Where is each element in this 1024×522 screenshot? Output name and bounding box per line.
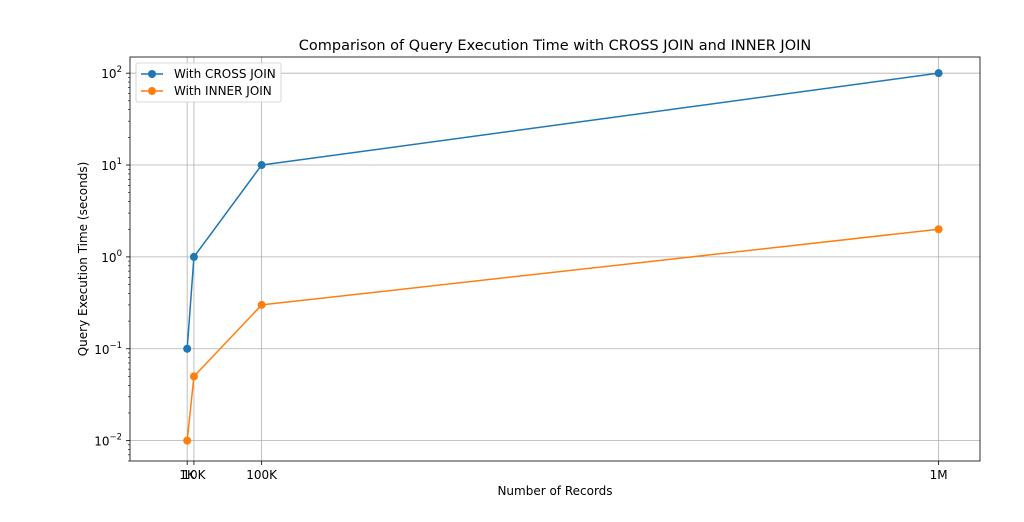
legend: With CROSS JOIN With INNER JOIN (135, 62, 282, 103)
data-point (257, 161, 266, 170)
y-tick-label: 101 (101, 157, 122, 173)
data-point (257, 300, 266, 309)
data-point (934, 225, 943, 234)
x-tick-label: 100K (246, 468, 278, 482)
legend-box (135, 62, 282, 103)
series-line (186, 228, 939, 441)
data-point (189, 372, 198, 381)
y-tick-label: 100 (101, 249, 122, 265)
plot-frame (129, 56, 981, 462)
data-point (183, 344, 192, 353)
x-axis-label: Number of Records (497, 484, 612, 498)
legend-swatch-marker (148, 87, 156, 95)
data-point (183, 436, 192, 445)
y-tick-label: 10−2 (94, 433, 122, 449)
data-point (934, 69, 943, 78)
x-tick-label: 1K (179, 468, 196, 482)
y-tick-label: 102 (101, 65, 122, 81)
series-line (186, 72, 939, 349)
legend-entry-label: With CROSS JOIN (174, 67, 276, 81)
legend-swatch-marker (148, 70, 156, 78)
legend-entry-label: With INNER JOIN (174, 84, 272, 98)
y-tick-label: 10−1 (94, 341, 122, 357)
plot-background (130, 57, 980, 461)
x-tick-label: 1M (930, 468, 948, 482)
x-tick-label: 10K (182, 468, 206, 482)
y-axis-label: Query Execution Time (seconds) (76, 162, 90, 357)
data-point (189, 252, 198, 261)
chart-title: Comparison of Query Execution Time with … (299, 38, 811, 54)
